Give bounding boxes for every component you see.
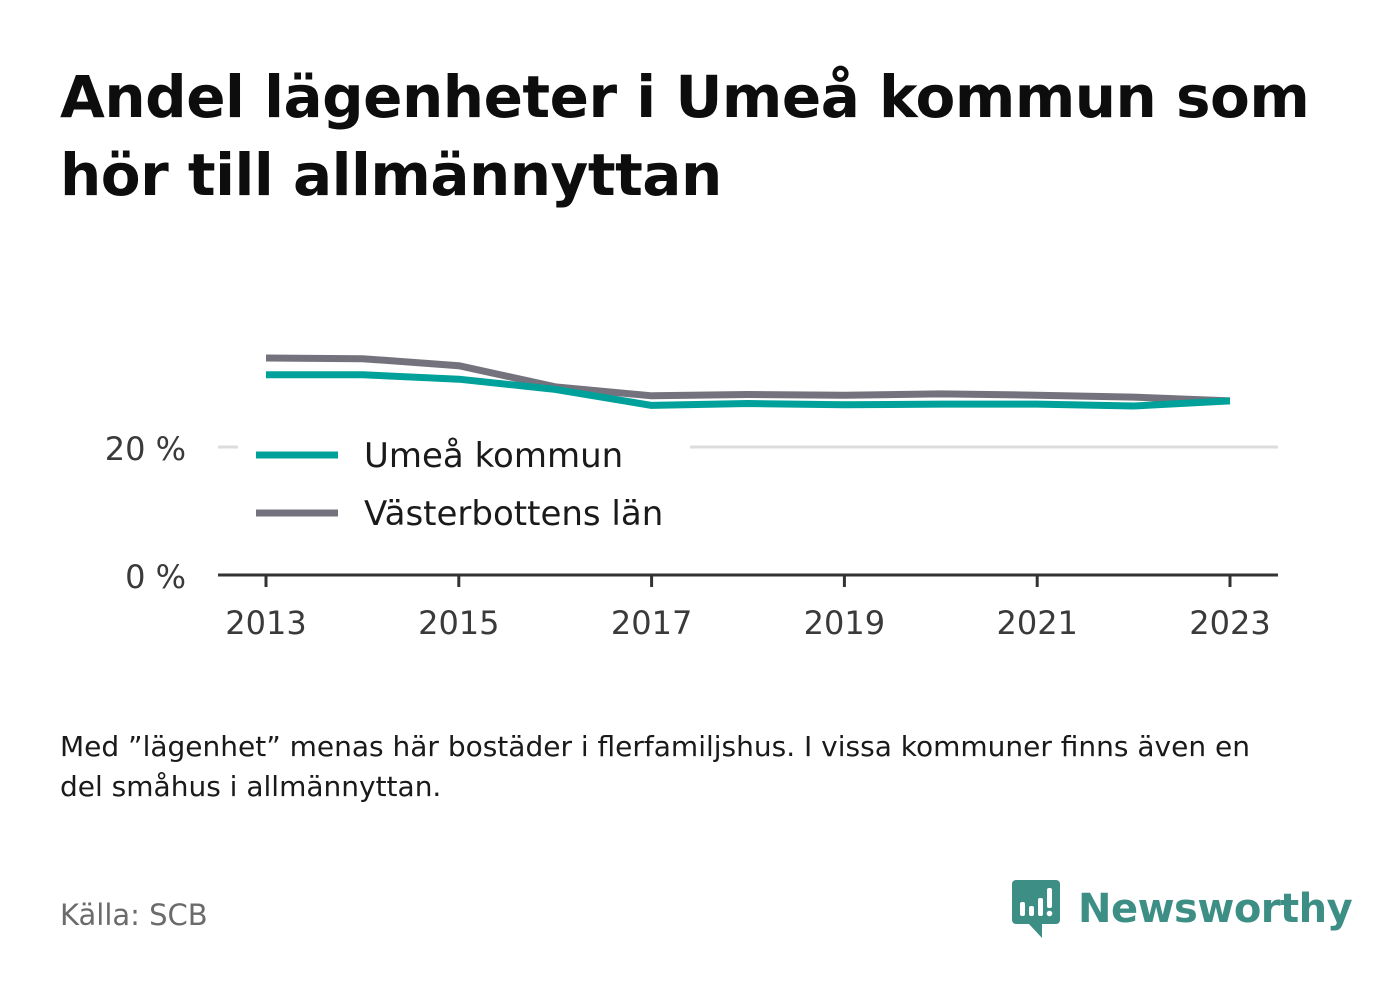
footnote: Med ”lägenhet” menas här bostäder i fler… (60, 730, 1250, 803)
x-tick-label: 2017 (611, 604, 692, 642)
series-line-1 (265, 354, 1231, 405)
y-axis-ticks: 0 % 20 % (105, 430, 186, 596)
y-tick-label: 20 % (105, 430, 186, 468)
x-tick-label: 2023 (1189, 604, 1270, 642)
x-tick-label: 2015 (418, 604, 499, 642)
legend: Umeå kommun Västerbottens län (256, 436, 663, 534)
x-tick-label: 2019 (804, 604, 885, 642)
x-tick-label: 2021 (996, 604, 1077, 642)
legend-label-1: Västerbottens län (364, 494, 663, 534)
brand-name: Newsworthy (1078, 886, 1353, 932)
newsworthy-logo: Newsworthy (1012, 878, 1353, 940)
x-axis: 2013 2015 2017 2019 2021 2023 (218, 573, 1278, 642)
source-label: Källa: SCB (60, 898, 208, 932)
y-tick-label: 0 % (125, 558, 186, 596)
series-line-0 (266, 371, 1231, 410)
legend-label-0: Umeå kommun (364, 436, 623, 476)
series-lines (265, 354, 1231, 410)
line-chart: 0 % 20 % 2013 2015 2017 2019 2021 2023 Umeå ko… (105, 354, 1278, 642)
x-tick-label: 2013 (225, 604, 306, 642)
chart-title: Andel lägenheter i Umeå kommun som hör t… (60, 63, 1310, 209)
gridlines (218, 425, 1278, 535)
newsworthy-logo-icon (1012, 880, 1060, 938)
legend-background (238, 425, 690, 535)
